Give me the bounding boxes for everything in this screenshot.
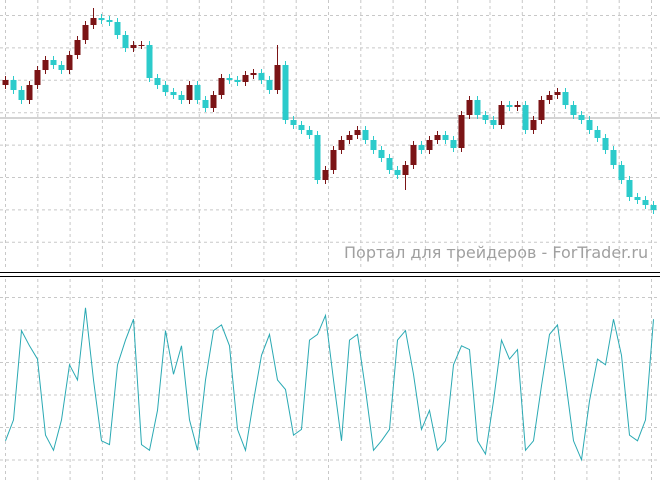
candle-body bbox=[426, 140, 433, 150]
candle-body bbox=[634, 197, 641, 200]
candle-body bbox=[418, 145, 425, 150]
candle-body bbox=[250, 73, 257, 75]
candle-body bbox=[306, 130, 313, 135]
candle-body bbox=[562, 92, 569, 105]
candle-body bbox=[50, 60, 57, 65]
candle-body bbox=[650, 205, 657, 210]
candle-body bbox=[378, 150, 385, 158]
candle-body bbox=[218, 78, 225, 95]
candle-body bbox=[90, 18, 97, 25]
candle-body bbox=[186, 85, 193, 100]
candle-body bbox=[138, 45, 145, 46]
candle-body bbox=[386, 158, 393, 170]
candle-body bbox=[10, 80, 17, 90]
candle-body bbox=[202, 100, 209, 108]
candle-body bbox=[442, 135, 449, 140]
candle-body bbox=[242, 75, 249, 82]
candle-body bbox=[450, 140, 457, 148]
candle-body bbox=[146, 45, 153, 78]
candle-body bbox=[434, 135, 441, 140]
candle-body bbox=[570, 105, 577, 115]
candle-body bbox=[322, 170, 329, 180]
candle-body bbox=[538, 100, 545, 120]
candle-body bbox=[266, 80, 273, 90]
candle-body bbox=[554, 92, 561, 95]
candle-body bbox=[410, 145, 417, 165]
candle-body bbox=[498, 105, 505, 125]
candle-body bbox=[106, 20, 113, 22]
candle-body bbox=[458, 115, 465, 148]
candle-body bbox=[226, 78, 233, 80]
candle-body bbox=[490, 120, 497, 125]
candle-body bbox=[234, 80, 241, 82]
candle-body bbox=[170, 92, 177, 95]
candle-body bbox=[290, 120, 297, 125]
oscillator-line bbox=[5, 307, 654, 462]
candle-body bbox=[602, 138, 609, 150]
candle-body bbox=[34, 70, 41, 85]
candle-body bbox=[402, 165, 409, 175]
candle-body bbox=[114, 22, 121, 35]
candle-body bbox=[298, 125, 305, 130]
candle-body bbox=[522, 105, 529, 130]
candle-body bbox=[530, 120, 537, 130]
candle-body bbox=[618, 165, 625, 180]
candle-body bbox=[330, 150, 337, 170]
candle-body bbox=[586, 120, 593, 130]
candle-body bbox=[642, 200, 649, 205]
candle-body bbox=[154, 78, 161, 85]
candle-body bbox=[626, 180, 633, 197]
candle-body bbox=[18, 90, 25, 100]
candle-body bbox=[122, 35, 129, 48]
candle-body bbox=[74, 40, 81, 55]
candle-body bbox=[194, 85, 201, 100]
candle-body bbox=[58, 65, 65, 70]
candle-body bbox=[258, 73, 265, 80]
candle-body bbox=[42, 60, 49, 70]
candle-body bbox=[578, 115, 585, 120]
candle-body bbox=[98, 18, 105, 20]
candle-body bbox=[282, 65, 289, 120]
candle-body bbox=[314, 135, 321, 180]
candle-body bbox=[610, 150, 617, 165]
candle-body bbox=[370, 140, 377, 150]
candle-body bbox=[130, 45, 137, 48]
candle-body bbox=[482, 115, 489, 120]
candle-body bbox=[594, 130, 601, 138]
candle-body bbox=[274, 65, 281, 90]
candle-body bbox=[162, 85, 169, 92]
candle-body bbox=[466, 100, 473, 115]
candle-body bbox=[506, 105, 513, 107]
candle-body bbox=[66, 55, 73, 70]
candle-body bbox=[546, 95, 553, 100]
candle-body bbox=[210, 95, 217, 108]
candle-body bbox=[82, 25, 89, 40]
candle-body bbox=[346, 135, 353, 140]
watermark: Портал для трейдеров - ForTrader.ru bbox=[344, 243, 648, 262]
candle-body bbox=[338, 140, 345, 150]
candle-body bbox=[394, 170, 401, 175]
candle-body bbox=[26, 85, 33, 100]
candle-body bbox=[354, 130, 361, 135]
candle-body bbox=[178, 95, 185, 100]
candle-body bbox=[514, 105, 521, 107]
candle-body bbox=[362, 130, 369, 140]
candle-body bbox=[2, 80, 9, 85]
candle-body bbox=[474, 100, 481, 115]
